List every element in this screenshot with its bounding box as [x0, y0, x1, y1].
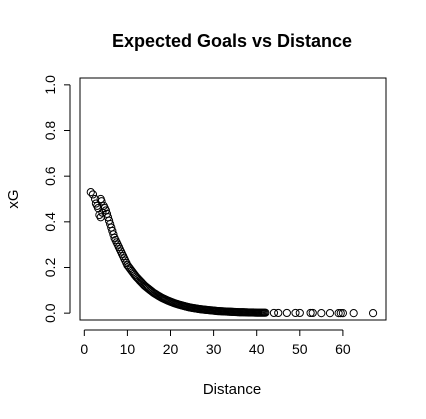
data-points — [86, 188, 378, 318]
data-point — [336, 309, 345, 318]
data-point — [269, 308, 279, 318]
chart-title: Expected Goals vs Distance — [112, 31, 352, 51]
data-point — [86, 188, 95, 197]
x-tick-label: 20 — [163, 341, 179, 357]
data-point — [274, 308, 283, 318]
x-tick-label: 0 — [80, 341, 88, 357]
data-point — [88, 190, 98, 199]
y-tick-label: 0.6 — [42, 166, 58, 186]
data-point — [109, 230, 118, 239]
y-axis-label: xG — [5, 189, 22, 208]
y-tick-label: 0.0 — [42, 303, 58, 323]
data-point — [137, 278, 146, 287]
x-tick-label: 10 — [120, 341, 136, 357]
y-axis: 0.0 0.2 0.4 0.6 0.8 1.0 — [42, 75, 71, 323]
data-point — [91, 199, 101, 208]
x-axis-label: Distance — [203, 381, 261, 398]
x-tick-label: 40 — [249, 341, 265, 357]
y-tick-label: 0.4 — [42, 212, 58, 232]
data-point — [128, 268, 137, 277]
data-point — [255, 308, 265, 317]
data-point — [260, 308, 269, 317]
data-point — [113, 240, 122, 249]
data-point — [282, 308, 291, 318]
data-point — [291, 308, 300, 318]
x-axis: 0 10 20 30 40 50 60 — [80, 329, 351, 357]
y-tick-label: 1.0 — [42, 75, 58, 95]
data-point — [308, 308, 317, 318]
data-point — [97, 197, 106, 206]
x-tick-label: 60 — [335, 341, 351, 357]
data-point — [368, 309, 378, 318]
plot-frame — [79, 77, 387, 321]
x-tick-label: 30 — [206, 341, 222, 357]
y-tick-label: 0.8 — [42, 121, 58, 141]
data-point — [317, 309, 326, 318]
data-point — [111, 235, 120, 245]
data-point — [124, 262, 133, 271]
data-point — [117, 249, 127, 258]
y-tick-label: 0.2 — [42, 258, 58, 278]
data-point — [115, 245, 124, 254]
data-point — [325, 309, 335, 318]
data-point — [295, 308, 304, 318]
data-point — [100, 204, 109, 213]
data-point — [338, 309, 347, 318]
data-point — [349, 309, 358, 318]
data-point — [133, 273, 142, 282]
data-point — [306, 308, 315, 318]
data-point — [334, 309, 343, 318]
data-point — [120, 254, 129, 263]
x-tick-label: 50 — [292, 341, 308, 357]
